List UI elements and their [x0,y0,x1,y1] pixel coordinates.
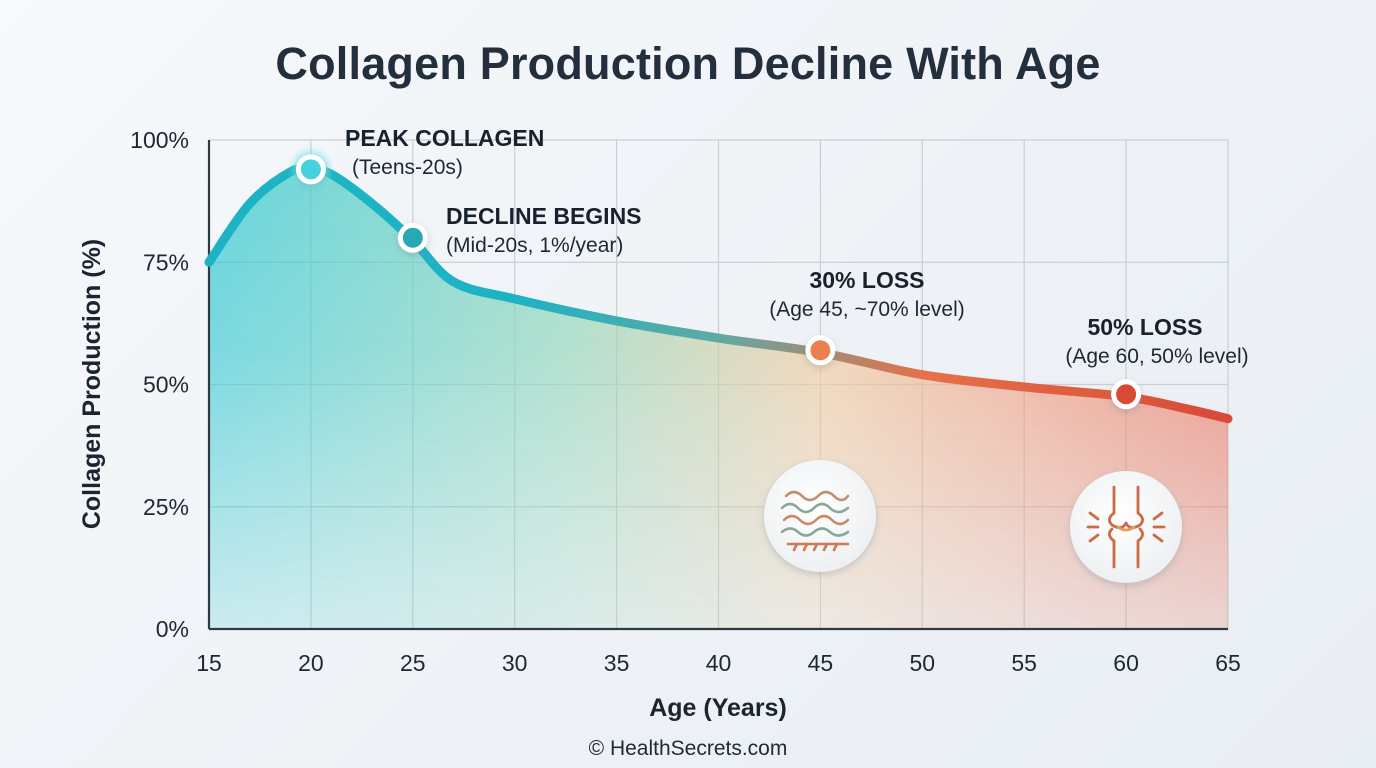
footer-credit: © HealthSecrets.com [588,737,788,760]
x-tick-label: 60 [1113,650,1139,676]
aching-joint-icon [1070,471,1182,583]
area-fill [209,168,1228,629]
annotation-title: 30% LOSS [809,267,924,293]
annotation: PEAK COLLAGEN (Teens-20s) [345,125,544,179]
annotation: DECLINE BEGINS (Mid-20s, 1%/year) [446,203,642,257]
y-axis-title: Collagen Production (%) [78,239,106,529]
markers [292,151,1142,410]
annotation-title: PEAK COLLAGEN [345,125,544,151]
x-tick-label: 30 [502,650,528,676]
x-tick-labels: 15 20 25 30 35 40 45 50 55 60 65 [196,650,1241,676]
data-marker [1111,379,1142,410]
annotation: 50% LOSS (Age 60, 50% level) [1065,314,1248,368]
x-tick-label: 50 [910,650,936,676]
annotation: 30% LOSS (Age 45, ~70% level) [769,267,965,321]
chart-title: Collagen Production Decline With Age [275,38,1101,89]
x-tick-label: 45 [808,650,834,676]
x-tick-label: 35 [604,650,630,676]
x-tick-label: 65 [1215,650,1241,676]
annotation-subtitle: (Mid-20s, 1%/year) [446,234,623,257]
x-tick-label: 40 [706,650,732,676]
axes [207,140,1228,631]
wrinkled-skin-icon [764,460,876,572]
annotations: PEAK COLLAGEN (Teens-20s) DECLINE BEGINS (M… [345,125,1249,368]
x-tick-label: 15 [196,650,222,676]
x-axis-title: Age (Years) [649,694,787,722]
data-marker [805,335,836,366]
y-tick-label: 75% [143,249,189,275]
x-tick-label: 20 [298,650,324,676]
x-tick-label: 55 [1011,650,1037,676]
annotation-title: DECLINE BEGINS [446,203,642,229]
y-tick-label: 100% [130,127,189,153]
data-marker [397,222,428,253]
annotation-subtitle: (Age 45, ~70% level) [769,298,965,321]
annotation-title: 50% LOSS [1087,314,1202,340]
y-tick-labels: 0% 25% 50% 75% 100% [130,127,189,642]
x-tick-label: 25 [400,650,426,676]
data-marker [292,151,329,188]
annotation-subtitle: (Age 60, 50% level) [1065,345,1248,368]
y-tick-label: 25% [143,494,189,520]
y-tick-label: 0% [156,616,189,642]
y-tick-label: 50% [143,372,189,398]
annotation-subtitle: (Teens-20s) [352,156,463,179]
